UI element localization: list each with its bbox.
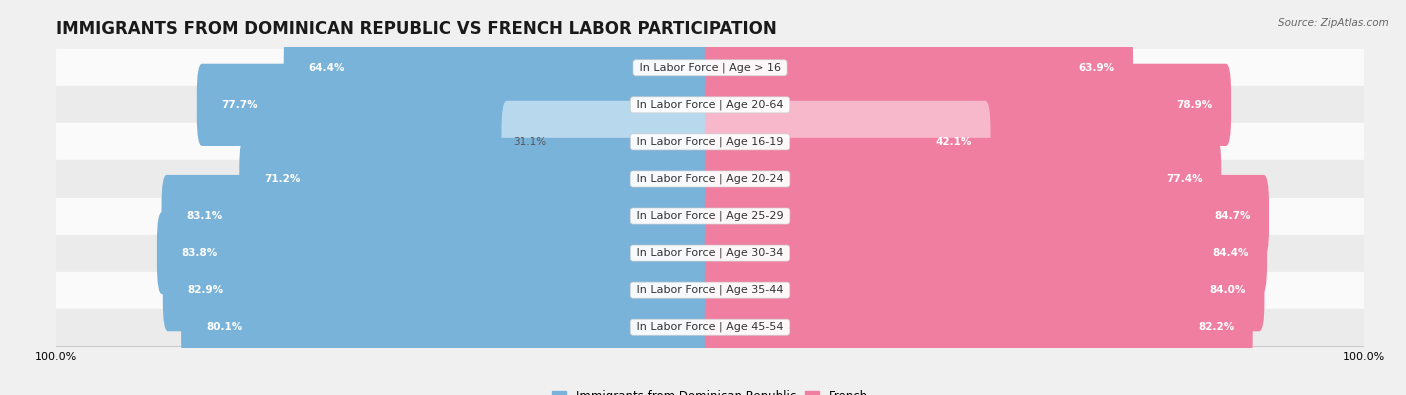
Legend: Immigrants from Dominican Republic, French: Immigrants from Dominican Republic, Fren… [547,385,873,395]
Text: 71.2%: 71.2% [264,174,301,184]
Text: In Labor Force | Age 25-29: In Labor Force | Age 25-29 [633,211,787,221]
Text: 64.4%: 64.4% [308,63,344,73]
FancyBboxPatch shape [181,286,716,369]
Text: IMMIGRANTS FROM DOMINICAN REPUBLIC VS FRENCH LABOR PARTICIPATION: IMMIGRANTS FROM DOMINICAN REPUBLIC VS FR… [56,19,778,38]
FancyBboxPatch shape [157,212,716,294]
FancyBboxPatch shape [704,249,1264,331]
Text: 83.8%: 83.8% [181,248,218,258]
Text: 31.1%: 31.1% [513,137,547,147]
Text: 78.9%: 78.9% [1177,100,1213,110]
FancyBboxPatch shape [162,175,716,257]
Text: 42.1%: 42.1% [936,137,972,147]
Text: 84.0%: 84.0% [1209,285,1246,295]
FancyBboxPatch shape [704,286,1253,369]
Text: 63.9%: 63.9% [1078,63,1115,73]
Text: In Labor Force | Age 45-54: In Labor Force | Age 45-54 [633,322,787,333]
FancyBboxPatch shape [704,26,1133,109]
Text: 77.7%: 77.7% [222,100,259,110]
Bar [56,123,1364,160]
Text: In Labor Force | Age 35-44: In Labor Force | Age 35-44 [633,285,787,295]
FancyBboxPatch shape [704,101,990,183]
FancyBboxPatch shape [502,101,716,183]
FancyBboxPatch shape [704,64,1232,146]
FancyBboxPatch shape [704,138,1222,220]
Text: In Labor Force | Age 16-19: In Labor Force | Age 16-19 [633,137,787,147]
Text: 83.1%: 83.1% [187,211,222,221]
Text: 80.1%: 80.1% [205,322,242,332]
Text: 82.2%: 82.2% [1198,322,1234,332]
FancyBboxPatch shape [197,64,716,146]
Text: 84.4%: 84.4% [1212,248,1249,258]
Bar [56,198,1364,235]
Bar [56,87,1364,123]
FancyBboxPatch shape [163,249,716,331]
Bar [56,235,1364,272]
Text: 84.7%: 84.7% [1215,211,1251,221]
Text: In Labor Force | Age 20-64: In Labor Force | Age 20-64 [633,100,787,110]
FancyBboxPatch shape [704,212,1267,294]
Bar [56,272,1364,308]
Bar [56,160,1364,198]
Text: Source: ZipAtlas.com: Source: ZipAtlas.com [1278,18,1389,28]
Bar [56,49,1364,87]
FancyBboxPatch shape [704,175,1270,257]
Text: 77.4%: 77.4% [1167,174,1204,184]
Text: 82.9%: 82.9% [187,285,224,295]
FancyBboxPatch shape [284,26,716,109]
Bar [56,308,1364,346]
Text: In Labor Force | Age > 16: In Labor Force | Age > 16 [636,62,785,73]
FancyBboxPatch shape [239,138,716,220]
Text: In Labor Force | Age 20-24: In Labor Force | Age 20-24 [633,174,787,184]
Text: In Labor Force | Age 30-34: In Labor Force | Age 30-34 [633,248,787,258]
